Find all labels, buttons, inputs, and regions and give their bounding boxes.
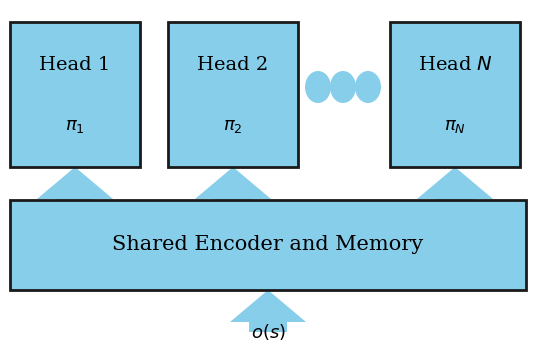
Text: $\pi_1$: $\pi_1$: [65, 118, 85, 136]
Bar: [390, 22, 520, 167]
Bar: [168, 22, 298, 167]
Text: $\pi_N$: $\pi_N$: [444, 118, 466, 136]
Ellipse shape: [330, 71, 356, 103]
Text: Head 1: Head 1: [39, 57, 110, 75]
Text: Head $N$: Head $N$: [418, 57, 493, 75]
Ellipse shape: [355, 71, 381, 103]
Ellipse shape: [305, 71, 331, 103]
FancyArrow shape: [195, 167, 271, 200]
Text: Head 2: Head 2: [197, 57, 269, 75]
Text: $o(s)$: $o(s)$: [250, 322, 286, 342]
FancyArrow shape: [230, 290, 306, 332]
Bar: [10, 200, 526, 290]
FancyArrow shape: [417, 167, 493, 200]
Text: $\pi_2$: $\pi_2$: [223, 118, 243, 136]
Text: Shared Encoder and Memory: Shared Encoder and Memory: [113, 235, 423, 254]
FancyArrow shape: [37, 167, 113, 200]
Bar: [10, 22, 140, 167]
